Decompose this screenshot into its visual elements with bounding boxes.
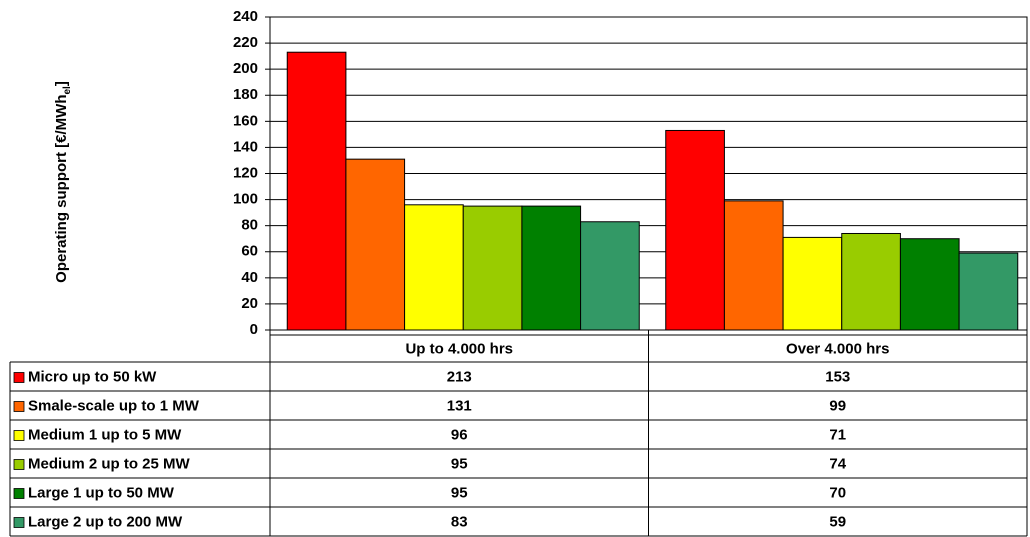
y-tick-label: 140 [233,138,258,155]
bar [841,232,901,331]
table-value: 131 [447,397,472,414]
legend-swatch [13,372,25,383]
y-tick-label: 40 [241,269,258,286]
table-value: 95 [451,484,468,501]
y-tick-label: 60 [241,243,258,260]
table-value: 59 [829,513,846,530]
table-value: 95 [451,455,468,472]
y-label-subscript: el [62,86,73,95]
table-value: 96 [451,426,468,443]
legend-swatch [13,488,25,499]
legend-swatch [13,459,25,470]
y-tick-label: 160 [233,112,258,129]
y-tick-label: 80 [241,217,258,234]
legend-label: Micro up to 50 kW [28,368,157,385]
bar [723,200,784,331]
table-value: 99 [829,397,846,414]
y-axis-label: Operating support [€/MWhel] [53,81,73,283]
table-value: 153 [825,368,850,385]
y-tick-label: 180 [233,86,258,103]
bar [404,204,464,331]
table-header: Over 4.000 hrs [786,340,889,357]
legend-swatch [13,517,25,528]
y-tick-label: 100 [233,191,258,208]
bar [958,252,1019,331]
bar [580,221,640,331]
legend-label: Medium 2 up to 25 MW [28,455,191,472]
legend-label: Large 1 up to 50 MW [28,484,175,501]
bar [345,158,406,331]
table-value: 70 [829,484,846,501]
bar [462,205,523,331]
table-value: 213 [447,368,472,385]
bar [782,236,843,331]
y-tick-label: 0 [250,321,258,338]
legend-label: Smale-scale up to 1 MW [28,397,200,414]
y-label-end: ] [53,81,70,86]
y-tick-label: 120 [233,164,258,181]
table-value: 71 [829,426,846,443]
table-value: 83 [451,513,468,530]
legend-label: Large 2 up to 200 MW [28,513,183,530]
y-tick-label: 220 [233,34,258,51]
legend-label: Medium 1 up to 5 MW [28,426,182,443]
y-tick-label: 240 [233,8,258,25]
y-label-main: Operating support [€/MWh [53,95,70,283]
bar [665,129,725,331]
bar [286,51,347,331]
table-header: Up to 4.000 hrs [405,340,513,357]
y-tick-label: 200 [233,60,258,77]
bar [521,205,582,331]
legend-swatch [13,430,25,441]
bar [899,238,960,331]
y-tick-label: 20 [241,295,258,312]
legend-swatch [13,401,25,412]
table-value: 74 [829,455,846,472]
